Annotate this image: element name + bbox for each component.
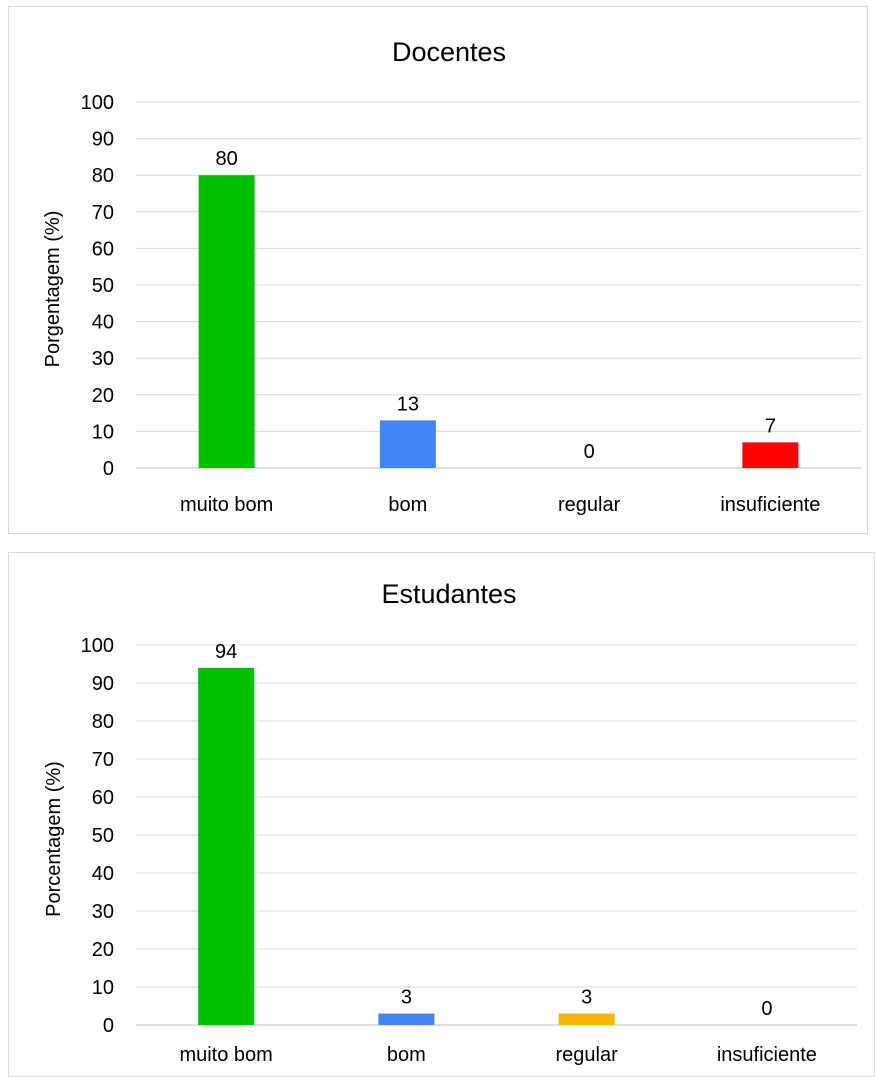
bar-muito-bom [198,175,255,468]
category-label: regular [555,1044,618,1066]
category-label: insuficiente [720,494,820,516]
category-label: bom [387,1044,426,1066]
chart-estudantes: Estudantes Porcentagem (%) 0102030405060… [43,579,857,1066]
chart-title: Estudantes [381,579,516,609]
y-tick-label: 60 [92,238,114,260]
category-label: muito bom [180,494,273,516]
y-tick-label: 100 [81,92,114,114]
bar-bom [378,1013,435,1025]
y-tick-label: 10 [92,977,114,999]
chart-docentes: Docentes Porgentagem (%) 010203040506070… [42,37,861,516]
y-tick-label: 30 [92,348,114,370]
y-axis-label: Porgentagem (%) [42,211,64,368]
y-tick-label: 10 [92,421,114,443]
chart-panel-docentes: Docentes Porgentagem (%) 0 10 20 30 40 50 60 70… [8,6,868,534]
data-labels: 94 3 3 0 [215,641,772,1020]
y-tick-label: 40 [92,312,114,334]
data-label: 13 [397,393,419,415]
bar-insuficiente [742,442,799,468]
category-label: muito bom [179,1044,272,1066]
chart-title: Docentes [392,37,506,67]
y-tick-label: 50 [92,275,114,297]
y-tick-label: 20 [92,939,114,961]
y-tick-label: 50 [92,825,114,847]
y-axis-label: Porcentagem (%) [43,761,65,917]
chart-panel-estudantes: Estudantes Porcentagem (%) 0 10 20 30 40 50 60… [8,552,875,1077]
gridlines [136,101,861,469]
data-label: 3 [401,987,412,1009]
y-tick-label: 90 [92,129,114,151]
y-tick-label: 40 [92,863,114,885]
category-labels: muito bom bom regular insuficiente [179,1044,816,1066]
data-label: 80 [216,148,238,170]
y-tick-label: 100 [81,635,114,657]
data-label: 0 [584,441,595,463]
y-tick-label: 80 [92,711,114,733]
category-label: regular [558,494,621,516]
bars [198,175,799,468]
y-tick-label: 60 [92,787,114,809]
data-label: 0 [761,998,772,1020]
y-tick-label: 70 [92,202,114,224]
y-tick-label: 0 [103,458,114,480]
data-label: 7 [765,415,776,437]
bars [198,667,615,1025]
bar-muito-bom [198,667,255,1025]
bar-regular [558,1013,615,1025]
y-tick-label: 70 [92,749,114,771]
gridlines [136,644,857,1026]
category-label: insuficiente [717,1044,817,1066]
y-tick-label: 20 [92,385,114,407]
bar-bom [379,420,436,468]
y-tick-labels: 0 10 20 30 40 50 60 70 80 90 100 [81,92,114,480]
y-tick-labels: 0 10 20 30 40 50 60 70 80 90 100 [81,635,114,1037]
y-tick-label: 90 [92,673,114,695]
data-labels: 80 13 0 7 [216,148,776,463]
data-label: 3 [581,987,592,1009]
data-label: 94 [215,641,237,663]
category-labels: muito bom bom regular insuficiente [180,494,820,516]
y-tick-label: 0 [103,1015,114,1037]
y-tick-label: 80 [92,165,114,187]
y-tick-label: 30 [92,901,114,923]
category-label: bom [388,494,427,516]
